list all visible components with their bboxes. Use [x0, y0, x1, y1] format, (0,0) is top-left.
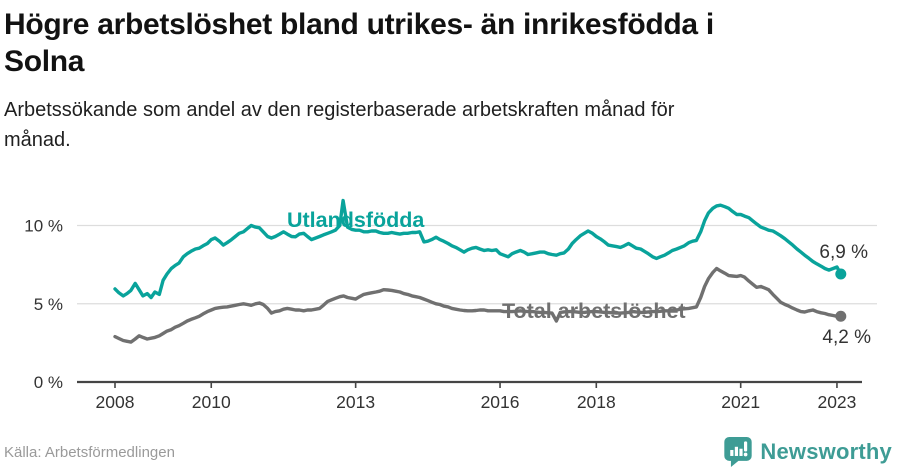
series-endpoint-dot-1 — [835, 310, 847, 322]
series-label-0: Utlandsfödda — [287, 208, 425, 232]
page-title-line-2: Solna — [4, 45, 85, 78]
series-endpoint-dot-0 — [835, 268, 847, 280]
page-title-line-1: Högre arbetslöshet bland utrikes- än inr… — [4, 8, 714, 41]
series-line-1 — [113, 266, 843, 344]
series-line-0 — [113, 198, 843, 300]
y-axis-tick-label: 10 % — [24, 217, 63, 236]
x-axis-tick-label: 2008 — [96, 392, 135, 412]
logo-bar-2 — [735, 446, 739, 456]
unemployment-line-chart: 0 % 5 % 10 % 2008 2010 2013 2016 2018 2021 2023 Ut… — [24, 198, 877, 412]
newsworthy-chart-bubble-icon — [724, 437, 753, 467]
chart-subtitle-line-2: månad. — [4, 129, 71, 151]
series-end-value-label-0: 6,9 % — [819, 242, 868, 263]
chart-subtitle: Arbetssökande som andel av den registerb… — [4, 95, 890, 155]
source-note: Källa: Arbetsförmedlingen — [4, 443, 175, 461]
y-axis-tick-label: 0 % — [34, 373, 63, 392]
x-axis-tick-label: 2018 — [577, 392, 616, 412]
x-axis-tick-label: 2010 — [192, 392, 231, 412]
logo-exclamation-dot — [744, 452, 748, 457]
x-axis-tick-label: 2013 — [336, 392, 375, 412]
chart-header: Högre arbetslöshet bland utrikes- än inr… — [0, 0, 900, 155]
series-end-value-label-1: 4,2 % — [822, 327, 871, 348]
x-axis-tick-label: 2023 — [817, 392, 856, 412]
x-axis-tick-label: 2016 — [481, 392, 520, 412]
series-label-1: Total arbetslöshet — [502, 299, 686, 323]
chart-footer: Källa: Arbetsförmedlingen Newsworthy — [4, 432, 892, 472]
logo-bar-1 — [730, 449, 734, 456]
logo-exclamation-stem — [744, 441, 748, 452]
newsworthy-brand[interactable]: Newsworthy — [723, 435, 892, 469]
x-axis-tick-label: 2021 — [721, 392, 760, 412]
chart-subtitle-line-1: Arbetssökande som andel av den registerb… — [4, 99, 675, 121]
y-axis-tick-label: 5 % — [34, 295, 63, 314]
newsworthy-brand-name: Newsworthy — [760, 439, 892, 464]
logo-bar-3 — [739, 448, 743, 456]
page-title: Högre arbetslöshet bland utrikes- än inr… — [4, 6, 890, 80]
